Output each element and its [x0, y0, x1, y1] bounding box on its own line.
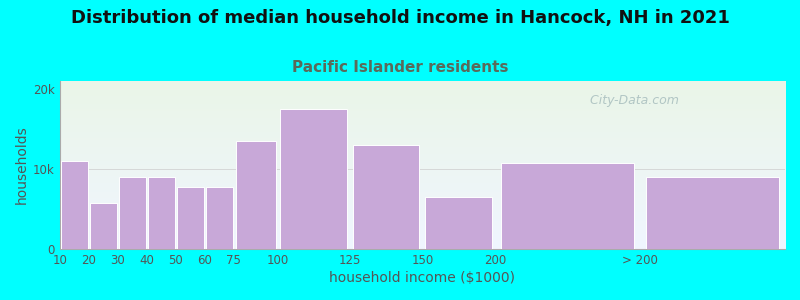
X-axis label: household income ($1000): household income ($1000)	[330, 271, 515, 285]
Bar	[646, 177, 779, 249]
Bar	[206, 187, 233, 249]
Text: Distribution of median household income in Hancock, NH in 2021: Distribution of median household income …	[70, 9, 730, 27]
Bar	[61, 161, 88, 249]
Bar	[235, 141, 276, 249]
Bar	[177, 187, 204, 249]
Bar	[426, 197, 492, 249]
Bar	[119, 177, 146, 249]
Text: City-Data.com: City-Data.com	[582, 94, 679, 107]
Bar	[90, 202, 117, 249]
Bar	[280, 109, 347, 249]
Y-axis label: households: households	[15, 126, 29, 204]
Text: Pacific Islander residents: Pacific Islander residents	[292, 60, 508, 75]
Bar	[353, 145, 419, 249]
Bar	[501, 163, 634, 249]
Bar	[148, 177, 174, 249]
